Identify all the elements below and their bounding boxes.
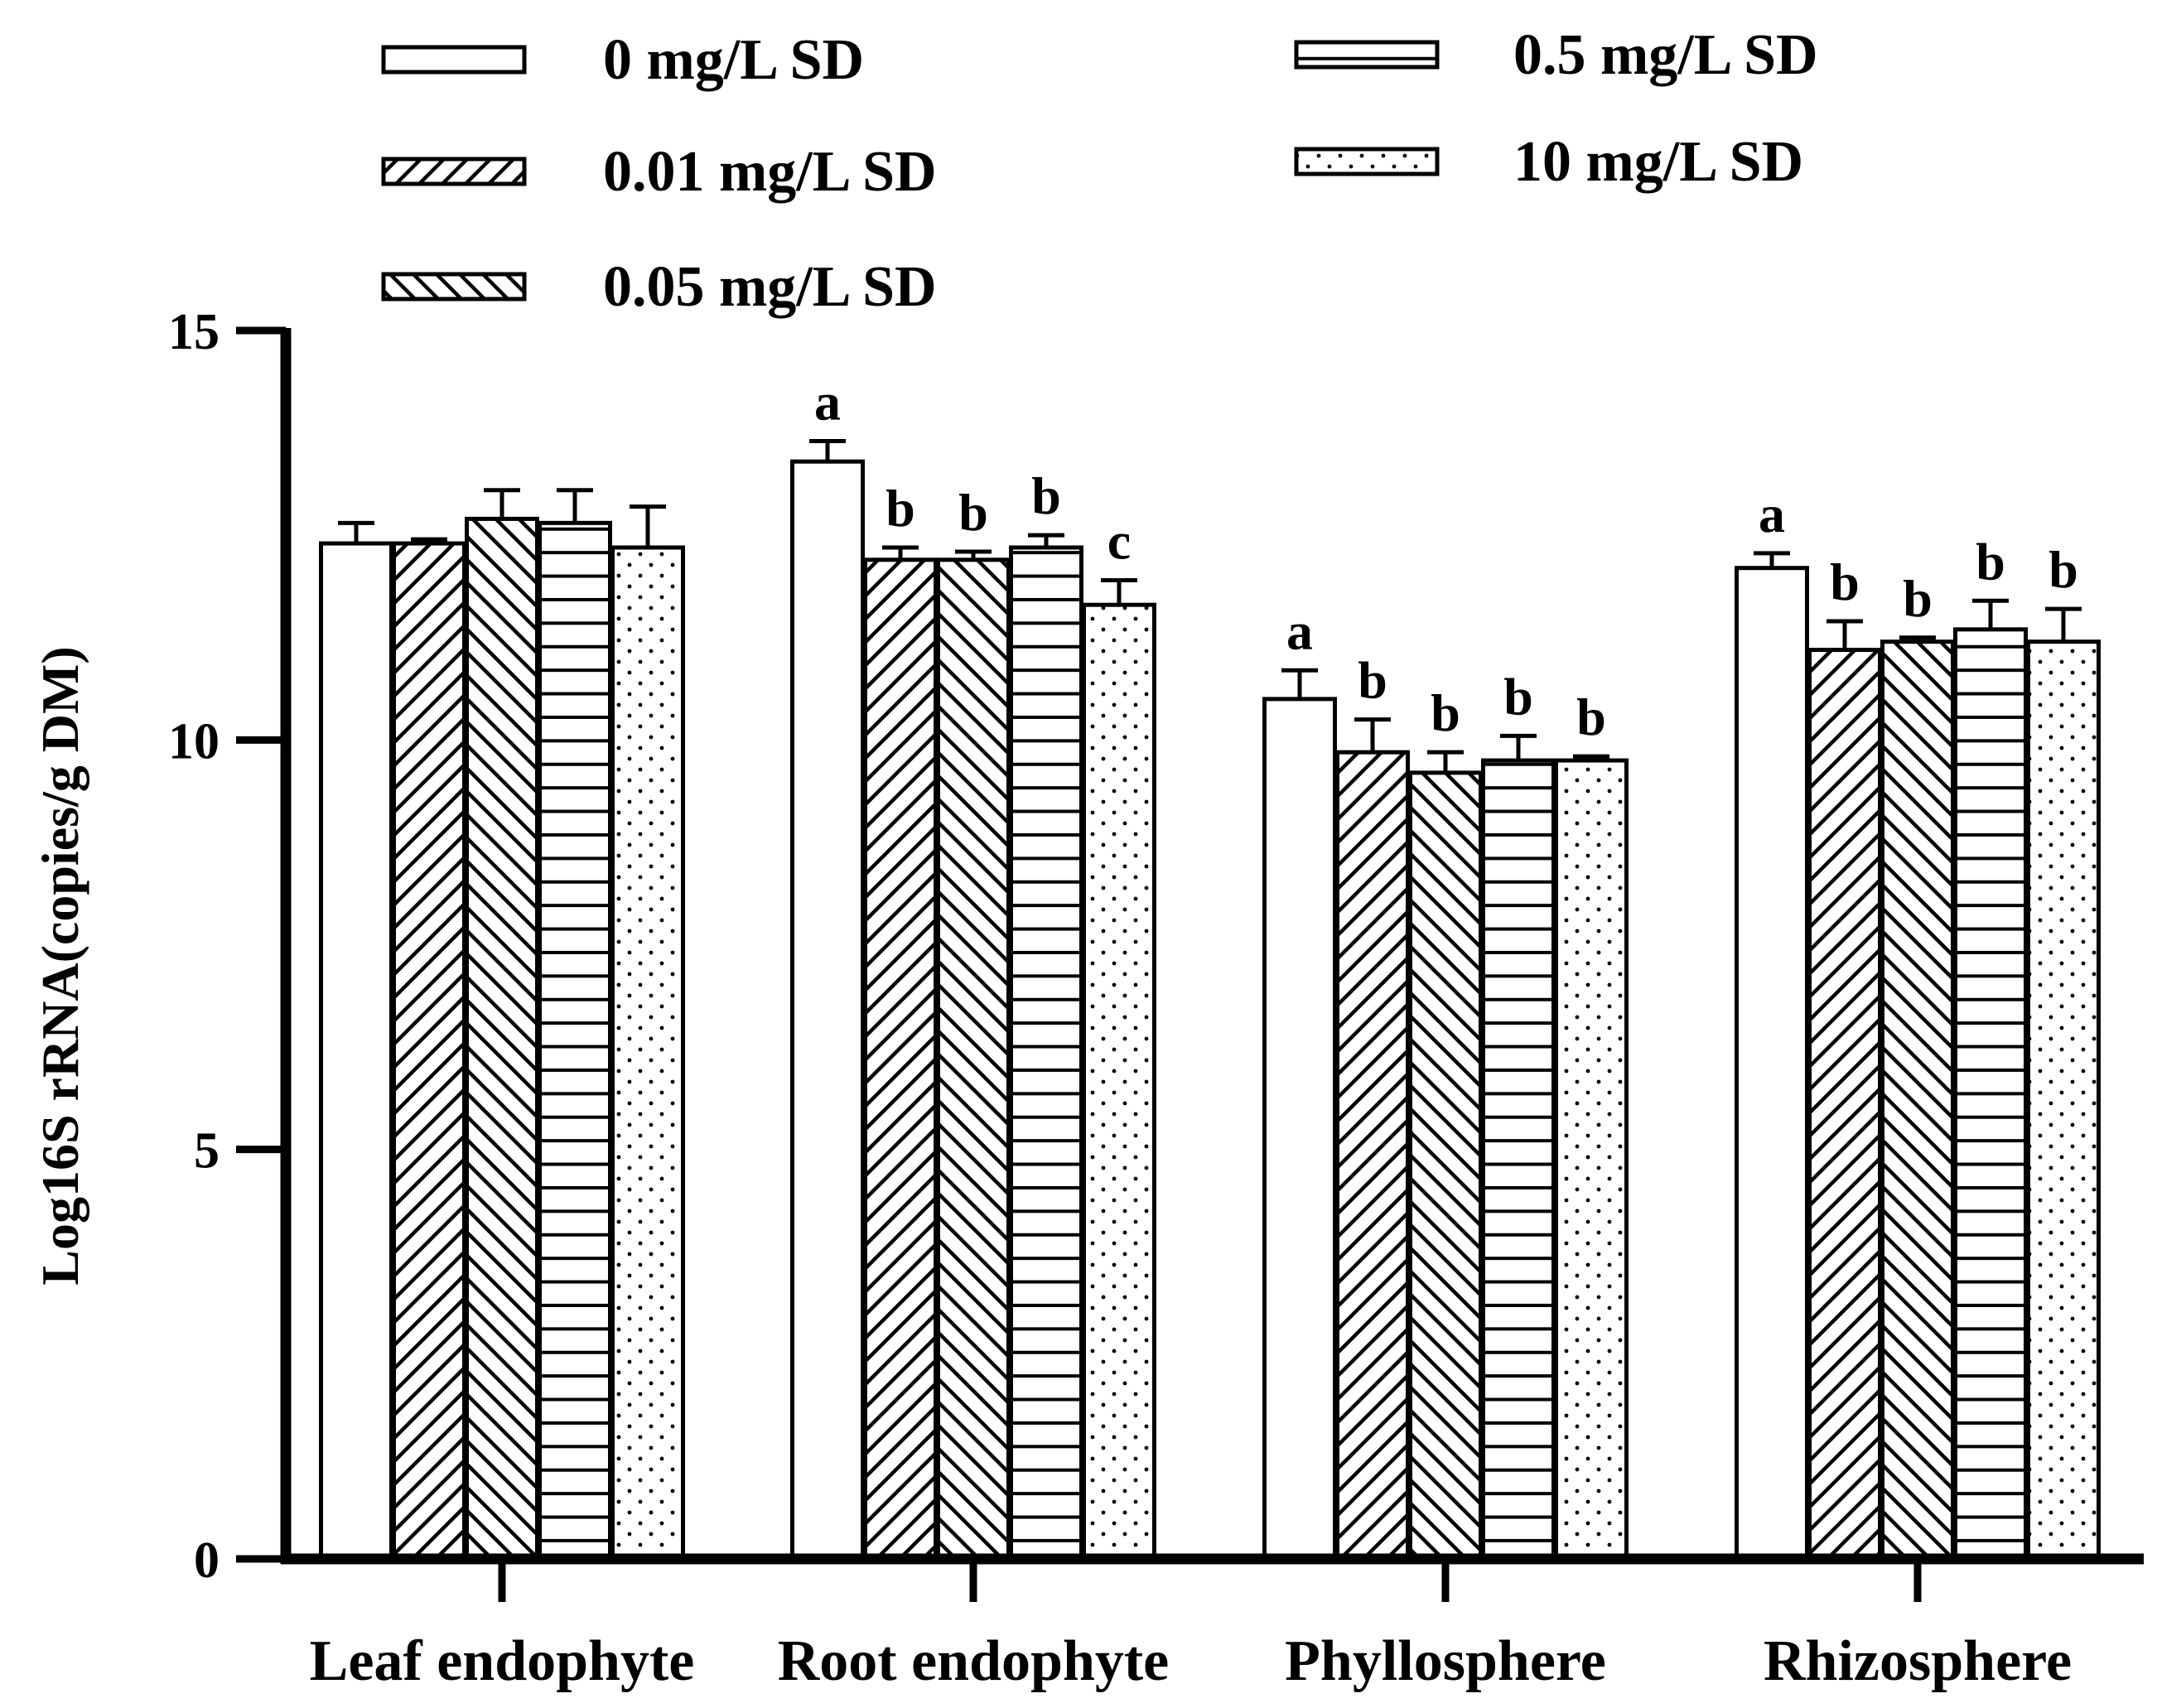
bar-1-1: [863, 557, 938, 1561]
legend-swatch-1: [381, 157, 527, 186]
error-bar-2-2: [1427, 750, 1464, 773]
legend-label-1: 0.01 mg/L SD: [603, 140, 937, 204]
y-tick-label-10: 10: [168, 713, 220, 770]
y-tick-label-15: 15: [168, 304, 220, 360]
significance-label-1-1: b: [885, 479, 915, 538]
significance-label-2-2: b: [1431, 683, 1460, 742]
legend-label-2: 0.05 mg/L SD: [603, 255, 937, 319]
error-bar-2-0: [484, 488, 520, 519]
significance-label-2-1: b: [958, 483, 988, 542]
bar-1-3: [1807, 648, 1882, 1561]
significance-label-0-2: a: [1286, 601, 1313, 660]
bar-4-0: [610, 545, 685, 1561]
bar-2-3: [1880, 639, 1955, 1561]
significance-label-3-3: b: [1976, 532, 2005, 591]
significance-label-1-3: b: [1830, 552, 1860, 611]
bar-2-2: [1408, 770, 1483, 1561]
error-bar-0-0: [338, 520, 374, 544]
bar-0-2: [1262, 697, 1337, 1561]
significance-label-4-2: b: [1576, 688, 1606, 746]
x-tick-label-3: Rhizosphere: [1764, 1629, 2072, 1693]
error-bar-1-1: [882, 545, 919, 560]
bar-4-3: [2026, 639, 2101, 1561]
bar-3-0: [538, 520, 612, 1561]
error-bar-3-1: [1028, 533, 1064, 548]
bar-4-1: [1082, 602, 1156, 1561]
error-bar-3-3: [1972, 598, 2009, 630]
bar-3-2: [1481, 758, 1556, 1561]
legend-swatch-3: [1294, 40, 1440, 70]
legend-swatch-2: [381, 272, 527, 302]
error-bar-2-1: [955, 549, 992, 560]
error-bar-2-3: [1899, 635, 1936, 642]
error-bar-3-0: [557, 488, 593, 523]
y-axis-label: Log16S rRNA(copies/g DM): [31, 646, 89, 1285]
error-bar-4-0: [630, 504, 666, 548]
error-bar-4-3: [2045, 606, 2082, 642]
legend-label-0: 0 mg/L SD: [603, 28, 864, 92]
legend-label-3: 0.5 mg/L SD: [1513, 23, 1818, 87]
error-bar-4-2: [1573, 754, 1609, 761]
bar-1-2: [1335, 750, 1410, 1561]
x-tick-label-2: Phyllosphere: [1285, 1629, 1606, 1693]
bar-0-0: [319, 541, 393, 1561]
x-tick-label-1: Root endophyte: [778, 1629, 1170, 1693]
legend: 0 mg/L SD 0.01 mg/L SD 0.05 mg/L SD 0.5 mg/…: [381, 23, 1818, 319]
error-bar-3-2: [1500, 733, 1537, 761]
bar-2-0: [465, 516, 539, 1561]
y-tick-label-0: 0: [194, 1532, 220, 1589]
significance-label-0-3: a: [1759, 485, 1785, 543]
error-bar-0-3: [1754, 551, 1790, 568]
axes: 0 5 10 15 Leaf endophyte Root endophyte Phyllo…: [168, 304, 2144, 1693]
significance-label-3-2: b: [1503, 667, 1533, 726]
bar-0-3: [1735, 566, 1809, 1561]
error-bar-4-1: [1101, 578, 1137, 606]
error-bar-1-2: [1354, 717, 1391, 753]
significance-label-4-1: c: [1107, 512, 1131, 571]
bar-3-3: [1953, 627, 2028, 1561]
bar-2-1: [936, 557, 1011, 1561]
error-bar-1-0: [411, 537, 447, 544]
error-bar-1-3: [1826, 619, 1863, 650]
significance-label-1-2: b: [1358, 651, 1387, 710]
bar-3-1: [1009, 545, 1083, 1561]
significance-label-0-1: a: [814, 372, 841, 431]
significance-label-2-3: b: [1903, 569, 1933, 628]
error-bar-0-2: [1281, 668, 1318, 699]
x-tick-label-0: Leaf endophyte: [310, 1629, 695, 1693]
error-bar-0-1: [809, 438, 846, 462]
bar-0-1: [790, 459, 865, 1561]
y-tick-label-5: 5: [194, 1123, 220, 1180]
significance-label-3-1: b: [1031, 466, 1061, 525]
bar-4-2: [1554, 758, 1629, 1561]
legend-label-4: 10 mg/L SD: [1513, 130, 1803, 194]
legend-swatch-4: [1294, 147, 1440, 176]
significance-label-4-3: b: [2048, 540, 2078, 599]
legend-swatch-0: [381, 45, 527, 75]
bar-1-0: [392, 541, 466, 1561]
